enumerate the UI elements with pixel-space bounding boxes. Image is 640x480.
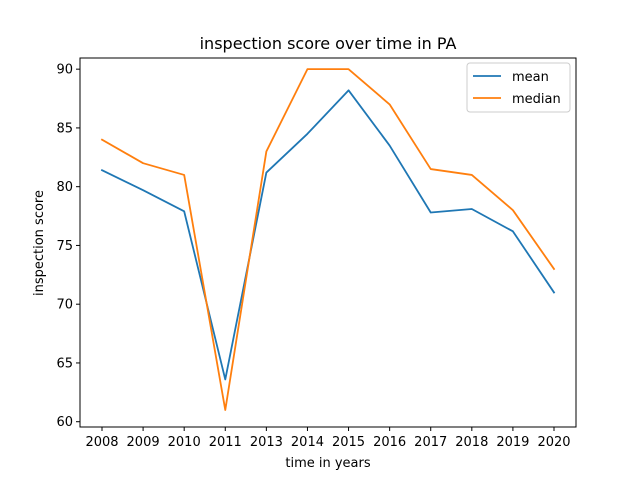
y-tick-label: 75 bbox=[56, 239, 73, 254]
y-tick-label: 60 bbox=[56, 415, 73, 430]
y-tick-label: 85 bbox=[56, 121, 73, 136]
x-tick-label: 2013 bbox=[250, 435, 283, 450]
y-tick-label: 70 bbox=[56, 298, 73, 313]
series-line-median bbox=[100, 68, 556, 411]
y-tick-label: 90 bbox=[56, 63, 73, 78]
series-line-mean bbox=[100, 89, 556, 381]
legend: mean median bbox=[466, 62, 571, 113]
x-tick-label: 2010 bbox=[168, 435, 201, 450]
chart-title: inspection score over time in PA bbox=[200, 34, 457, 53]
x-tick-label: 2017 bbox=[414, 435, 447, 450]
x-tick-label: 2018 bbox=[455, 435, 488, 450]
y-tick-label: 65 bbox=[56, 356, 73, 371]
y-axis-label: inspection score bbox=[32, 190, 47, 296]
x-tick-label: 2019 bbox=[496, 435, 529, 450]
x-tick-label: 2008 bbox=[85, 435, 118, 450]
x-tick-label: 2020 bbox=[537, 435, 570, 450]
x-tick-label: 2011 bbox=[209, 435, 242, 450]
x-tick-label: 2015 bbox=[332, 435, 365, 450]
x-tick-label: 2016 bbox=[373, 435, 406, 450]
plot-area: 2008 2009 2010 2011 2013 2014 2015 2016 2017 2018… bbox=[56, 57, 577, 450]
y-tick-label: 80 bbox=[56, 180, 73, 195]
legend-label-median: median bbox=[512, 92, 561, 107]
x-tick-label: 2014 bbox=[291, 435, 324, 450]
legend-label-mean: mean bbox=[512, 70, 549, 85]
axes-frame bbox=[79, 57, 577, 428]
x-tick-label: 2009 bbox=[127, 435, 160, 450]
x-axis-label: time in years bbox=[285, 456, 370, 471]
